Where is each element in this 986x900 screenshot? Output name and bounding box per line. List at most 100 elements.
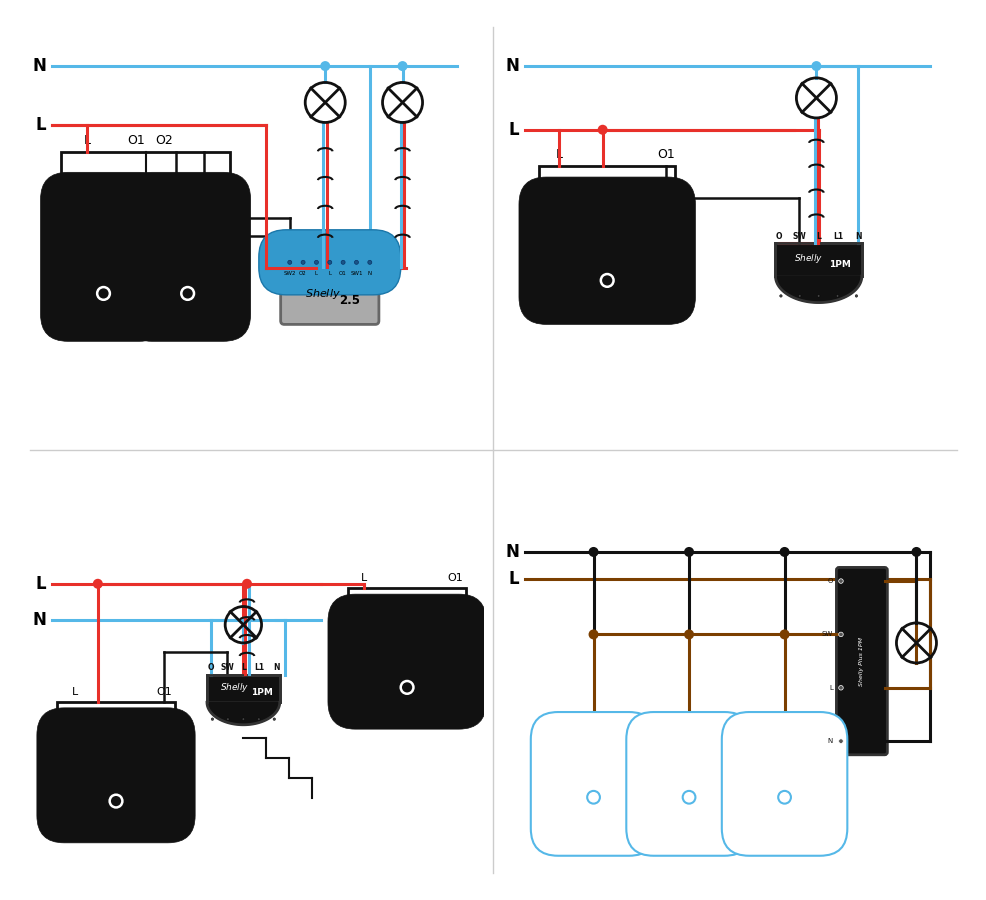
FancyBboxPatch shape bbox=[835, 567, 886, 755]
FancyBboxPatch shape bbox=[327, 594, 486, 729]
Circle shape bbox=[257, 718, 260, 720]
Polygon shape bbox=[207, 702, 279, 724]
Circle shape bbox=[273, 718, 275, 720]
Text: $\mathit{Shelly}$: $\mathit{Shelly}$ bbox=[305, 287, 340, 301]
Circle shape bbox=[779, 629, 789, 639]
Circle shape bbox=[779, 294, 782, 297]
Circle shape bbox=[910, 547, 921, 557]
Text: L: L bbox=[828, 685, 832, 691]
Text: O: O bbox=[826, 578, 832, 584]
Text: L: L bbox=[315, 271, 317, 276]
Text: L: L bbox=[84, 134, 91, 147]
FancyBboxPatch shape bbox=[280, 254, 379, 324]
Polygon shape bbox=[775, 276, 861, 302]
FancyBboxPatch shape bbox=[538, 166, 674, 302]
Text: SW1: SW1 bbox=[350, 271, 362, 276]
Text: L: L bbox=[361, 573, 367, 583]
FancyBboxPatch shape bbox=[519, 177, 695, 324]
Text: N: N bbox=[272, 663, 279, 672]
FancyBboxPatch shape bbox=[40, 172, 167, 341]
Circle shape bbox=[354, 260, 358, 265]
Text: 1PM: 1PM bbox=[828, 260, 850, 269]
Text: L: L bbox=[328, 271, 331, 276]
FancyBboxPatch shape bbox=[57, 702, 175, 820]
Text: N: N bbox=[505, 543, 519, 561]
Text: O1: O1 bbox=[156, 687, 172, 697]
Circle shape bbox=[835, 294, 838, 297]
Text: L1: L1 bbox=[832, 231, 843, 240]
FancyBboxPatch shape bbox=[742, 734, 824, 834]
Text: SW: SW bbox=[820, 632, 832, 637]
Text: L: L bbox=[35, 116, 46, 134]
Circle shape bbox=[397, 61, 407, 71]
FancyBboxPatch shape bbox=[530, 712, 656, 856]
Circle shape bbox=[315, 260, 318, 265]
Text: O2: O2 bbox=[155, 134, 173, 147]
Circle shape bbox=[368, 260, 372, 265]
Circle shape bbox=[288, 260, 292, 265]
Circle shape bbox=[683, 547, 693, 557]
Text: 2.5: 2.5 bbox=[339, 294, 360, 307]
Circle shape bbox=[779, 547, 789, 557]
Text: $\mathit{Shelly}$: $\mathit{Shelly}$ bbox=[220, 680, 249, 694]
FancyBboxPatch shape bbox=[36, 708, 195, 842]
Circle shape bbox=[838, 579, 842, 583]
Text: 1PM: 1PM bbox=[250, 688, 272, 698]
Circle shape bbox=[341, 260, 345, 265]
Circle shape bbox=[327, 260, 331, 265]
Text: L1: L1 bbox=[254, 663, 264, 672]
FancyBboxPatch shape bbox=[61, 152, 230, 320]
Text: SW2: SW2 bbox=[283, 271, 296, 276]
Circle shape bbox=[588, 629, 598, 639]
Circle shape bbox=[838, 686, 842, 690]
Circle shape bbox=[93, 579, 103, 589]
FancyBboxPatch shape bbox=[348, 589, 465, 706]
Text: O1: O1 bbox=[447, 573, 462, 583]
Text: L: L bbox=[72, 687, 78, 697]
Circle shape bbox=[810, 61, 820, 71]
Circle shape bbox=[242, 579, 251, 589]
FancyBboxPatch shape bbox=[124, 172, 250, 341]
Circle shape bbox=[301, 260, 305, 265]
Text: L: L bbox=[508, 571, 519, 589]
Text: N: N bbox=[826, 738, 832, 744]
Text: O: O bbox=[207, 663, 214, 672]
Circle shape bbox=[816, 294, 819, 297]
Text: N: N bbox=[368, 271, 372, 276]
Text: O1: O1 bbox=[339, 271, 347, 276]
FancyBboxPatch shape bbox=[552, 734, 634, 834]
Circle shape bbox=[838, 739, 842, 743]
Text: O2: O2 bbox=[299, 271, 307, 276]
Circle shape bbox=[683, 629, 693, 639]
Circle shape bbox=[227, 718, 229, 720]
Circle shape bbox=[242, 718, 245, 720]
FancyBboxPatch shape bbox=[721, 712, 846, 856]
FancyBboxPatch shape bbox=[648, 734, 730, 834]
Text: $\mathit{Shelly}$: $\mathit{Shelly}$ bbox=[793, 252, 822, 265]
Text: O1: O1 bbox=[657, 148, 674, 161]
Circle shape bbox=[588, 547, 598, 557]
Text: L: L bbox=[508, 121, 519, 139]
FancyBboxPatch shape bbox=[258, 230, 400, 295]
Text: SW: SW bbox=[791, 231, 805, 240]
Text: N: N bbox=[505, 57, 519, 75]
Text: L: L bbox=[555, 148, 562, 161]
Text: L: L bbox=[35, 575, 46, 593]
Text: SW: SW bbox=[220, 663, 234, 672]
Circle shape bbox=[319, 61, 330, 71]
Text: N: N bbox=[854, 231, 861, 240]
Text: N: N bbox=[33, 57, 46, 75]
Circle shape bbox=[598, 125, 607, 135]
FancyBboxPatch shape bbox=[775, 243, 861, 276]
Text: N: N bbox=[33, 611, 46, 629]
FancyBboxPatch shape bbox=[626, 712, 751, 856]
Text: O1: O1 bbox=[127, 134, 145, 147]
FancyBboxPatch shape bbox=[207, 675, 279, 702]
Text: O: O bbox=[775, 231, 782, 240]
Circle shape bbox=[211, 718, 214, 720]
Circle shape bbox=[838, 632, 842, 636]
Text: L: L bbox=[241, 663, 246, 672]
Text: Shelly Plus 1PM: Shelly Plus 1PM bbox=[859, 636, 864, 686]
Circle shape bbox=[854, 294, 857, 297]
Text: L: L bbox=[815, 231, 820, 240]
